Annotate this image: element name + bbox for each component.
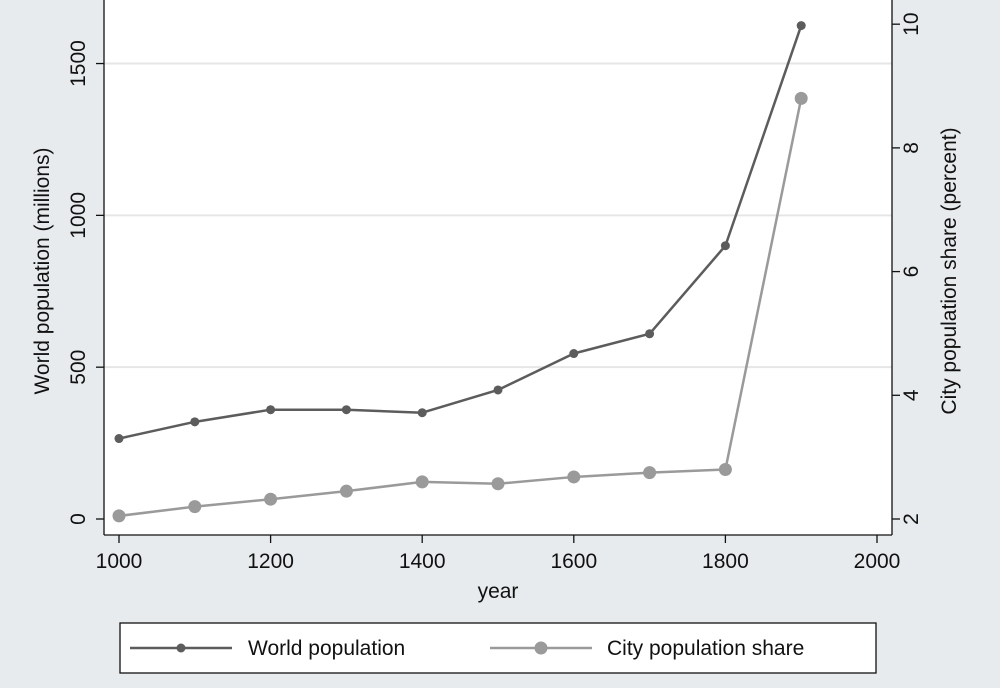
legend-marker-world-population [176,643,186,653]
data-series [112,21,808,523]
data-point-world-population-1300 [341,405,351,415]
data-point-city-population-share-1400 [415,475,429,489]
data-point-city-population-share-1800 [718,463,732,477]
x-tick-label-1600: 1600 [550,550,597,573]
axes [103,0,893,536]
data-point-world-population-1400 [417,408,427,418]
data-point-city-population-share-1600 [567,470,581,484]
legend-label-world-population: World population [248,637,405,660]
x-axis-label: year [478,580,519,603]
data-point-city-population-share-1200 [264,492,278,506]
data-point-world-population-1500 [493,385,503,395]
legend: World population City population share [119,622,877,674]
data-point-city-population-share-1100 [188,500,202,514]
data-point-world-population-1100 [190,417,200,427]
data-point-world-population-1700 [645,329,655,339]
data-point-city-population-share-1300 [339,484,353,498]
left-y-tick-label-1000: 1000 [67,192,90,239]
data-point-world-population-1600 [569,349,579,359]
right-y-tick-label-10: 10 [900,13,923,36]
data-point-city-population-share-1700 [643,466,657,480]
left-y-tick-label-500: 500 [67,350,90,385]
data-point-world-population-1200 [266,405,276,415]
left-y-tick-label-0: 0 [67,513,90,525]
plot-area [104,0,892,535]
grid-lines [104,62,892,369]
x-tick-label-1800: 1800 [702,550,749,573]
left-y-axis-label: World population (millions) [31,147,54,394]
data-point-city-population-share-1900 [794,91,808,105]
data-point-city-population-share-1000 [112,509,126,523]
series-line-city-population-share [118,98,803,518]
right-y-tick-label-8: 8 [900,142,923,154]
x-tick-label-1200: 1200 [247,550,294,573]
x-tick-label-1400: 1400 [399,550,446,573]
x-tick-label-2000: 2000 [854,550,901,573]
right-y-axis-label: City population share (percent) [938,127,961,414]
data-point-world-population-1900 [796,21,806,31]
legend-label-city-population-share: City population share [607,637,804,660]
x-tick-label-1000: 1000 [96,550,143,573]
data-point-world-population-1800 [720,241,730,251]
tick-marks-and-labels: 0 500 1000 1500 2 4 6 8 10 1000 1200 1400 1600 1800 20… [67,13,923,573]
series-line-world-population [118,25,803,440]
right-y-tick-label-6: 6 [900,266,923,278]
right-y-tick-label-4: 4 [900,389,923,401]
data-point-city-population-share-1500 [491,477,505,491]
right-y-tick-label-2: 2 [900,513,923,525]
data-point-world-population-1000 [114,434,124,444]
legend-marker-city-population-share [534,641,548,655]
left-y-tick-label-1500: 1500 [67,40,90,87]
